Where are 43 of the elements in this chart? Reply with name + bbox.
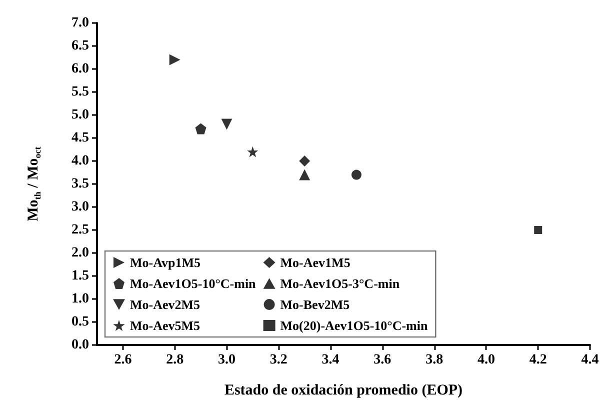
y-tick-label: 5.0 bbox=[72, 108, 89, 122]
legend-label: Mo-Aev5M5 bbox=[130, 318, 201, 333]
y-tick-label: 7.0 bbox=[72, 16, 89, 30]
x-tick-label: 3.0 bbox=[218, 352, 236, 368]
legend-label: Mo-Bev2M5 bbox=[280, 297, 350, 312]
y-tick-label: 1.0 bbox=[72, 292, 89, 306]
y-tick-label: 2.0 bbox=[72, 246, 89, 260]
point bbox=[247, 146, 258, 158]
x-axis-title: Estado de oxidación promedio (EOP) bbox=[224, 382, 463, 398]
point bbox=[299, 156, 310, 166]
y-tick-label: 2.5 bbox=[72, 222, 89, 238]
x-tick-label: 4.4 bbox=[581, 352, 599, 368]
y-tick-label: 3.0 bbox=[72, 200, 89, 214]
point bbox=[169, 54, 180, 66]
y-tick-label: 5.5 bbox=[72, 84, 89, 100]
x-tick-label: 3.2 bbox=[270, 352, 288, 368]
x-tick-label: 3.4 bbox=[322, 352, 340, 368]
y-tick-label: 4.0 bbox=[72, 154, 89, 168]
x-tick-label: 3.6 bbox=[374, 352, 392, 368]
x-tick-label: 4.2 bbox=[529, 352, 547, 368]
legend-label: Mo-Aev1O5-10°C-min bbox=[130, 276, 257, 291]
x-tick-label: 3.8 bbox=[426, 352, 444, 368]
x-tick-label: 4.0 bbox=[477, 352, 495, 368]
y-tick-label: 6.5 bbox=[72, 38, 89, 54]
legend-label: Mo-Aev1O5-3°C-min bbox=[280, 276, 400, 291]
legend-label: Mo-Aev2M5 bbox=[130, 297, 201, 312]
y-tick-label: 0.0 bbox=[72, 338, 89, 352]
point bbox=[351, 170, 362, 180]
y-axis-title: Moth / Mooct bbox=[26, 146, 42, 222]
point bbox=[195, 123, 206, 134]
point bbox=[534, 226, 542, 234]
y-tick-label: 4.5 bbox=[72, 130, 89, 146]
point bbox=[221, 118, 232, 130]
y-tick-label: 1.5 bbox=[72, 268, 89, 284]
legend-label: Mo(20)-Aev1O5-10°C-min bbox=[280, 318, 428, 333]
y-tick-label: 3.5 bbox=[72, 176, 89, 192]
y-tick-label: 0.5 bbox=[72, 314, 89, 330]
point bbox=[299, 169, 310, 180]
x-tick-label: 2.8 bbox=[166, 352, 184, 368]
y-tick-label: 6.0 bbox=[72, 62, 89, 76]
legend-label: Mo-Aev1M5 bbox=[280, 255, 351, 270]
x-tick-label: 2.6 bbox=[114, 352, 132, 368]
legend-label: Mo-Avp1M5 bbox=[130, 255, 202, 270]
